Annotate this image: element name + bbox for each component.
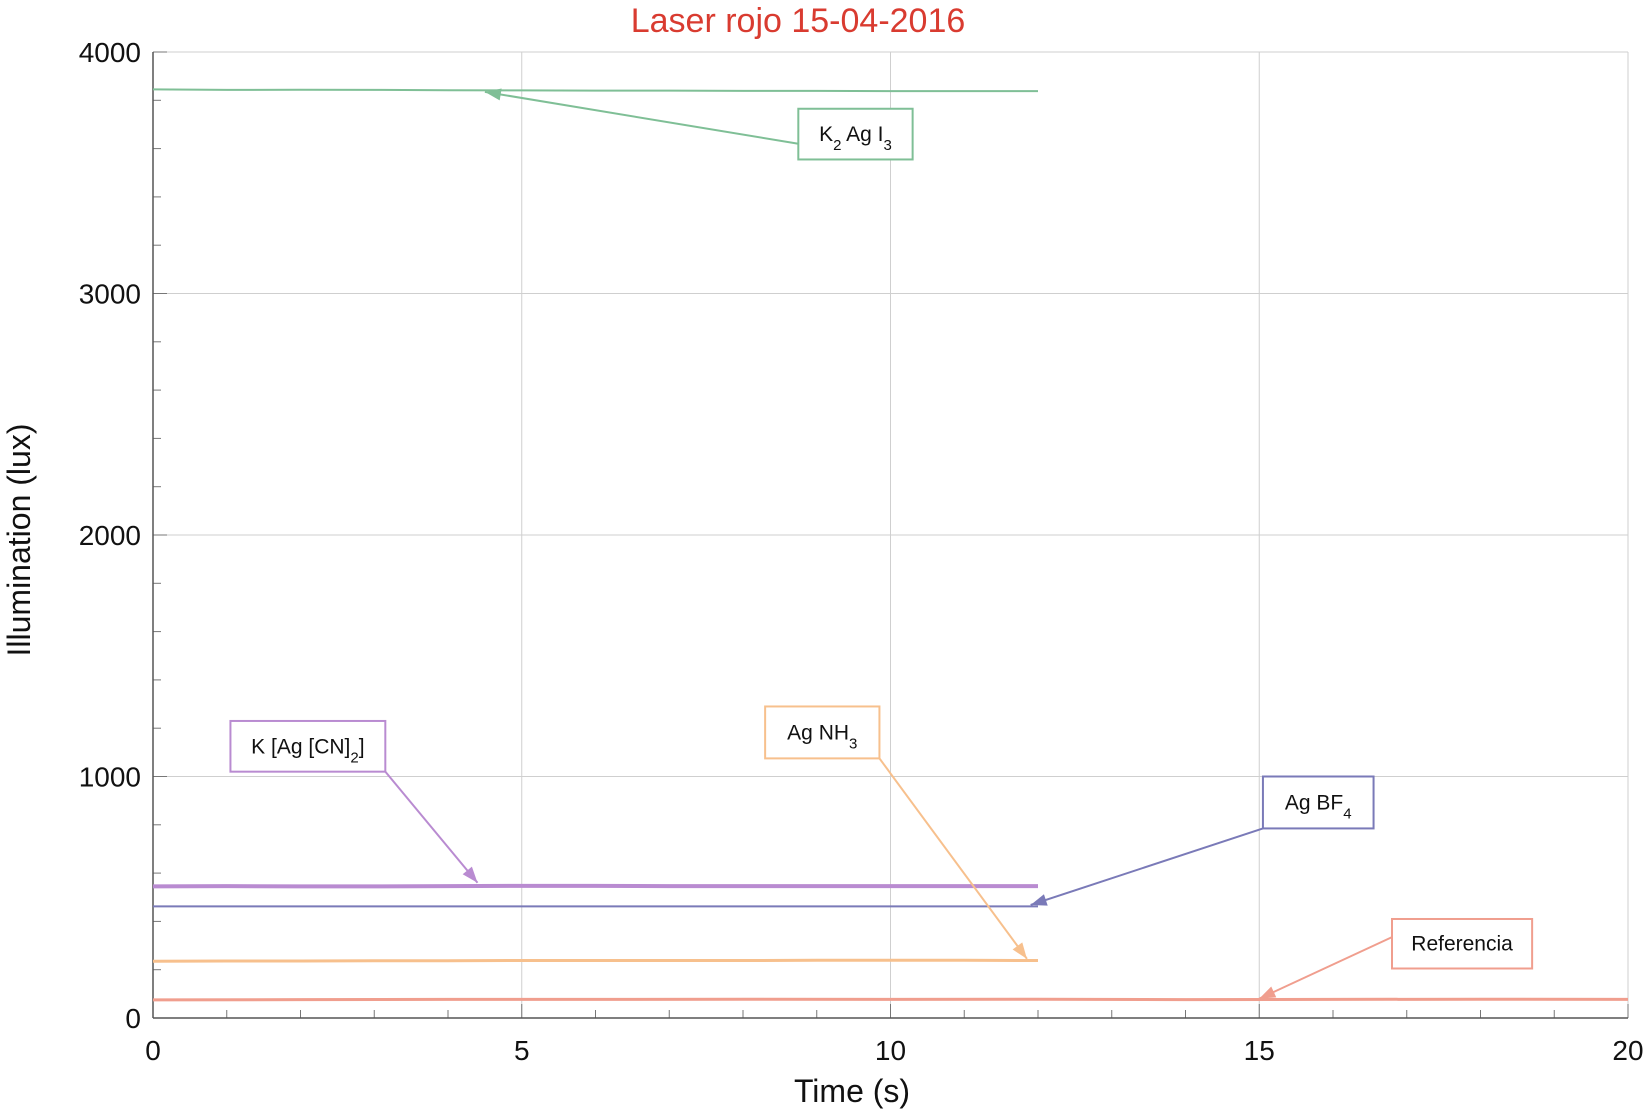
x-tick-label: 20 [1612, 1035, 1643, 1066]
annotations: K2 Ag I3 K [Ag [CN]2] Ag NH3 Ag BF4 Referenc… [229, 88, 1534, 1000]
annotation-label: Ag BF4 [1285, 791, 1352, 822]
annotation-label: Ag NH3 [787, 721, 857, 752]
annotation-referencia: Referencia [1258, 917, 1534, 1000]
annotation-arrow-line [1030, 827, 1264, 906]
annotation-label: Referencia [1411, 933, 1513, 956]
annotation-arrow-line [384, 771, 479, 884]
chart-title: Laser rojo 15-04-2016 [631, 2, 966, 40]
annotation-arrow-line [484, 90, 799, 145]
annotation-box [1391, 917, 1534, 970]
y-axis-label: Illumination (lux) [1, 424, 37, 657]
annotation-k2agi3: K2 Ag I3 [484, 88, 914, 161]
series-line-referencia [152, 997, 1629, 1002]
annotation-kagcn2: K [Ag [CN]2] [229, 719, 479, 884]
annotation-arrowhead [1259, 986, 1277, 999]
grid [153, 51, 1629, 1018]
annotation-label: K2 Ag I3 [819, 123, 892, 154]
x-tick-label: 5 [514, 1035, 530, 1066]
series-lines [152, 88, 1629, 1002]
annotation-label: K [Ag [CN]2] [251, 735, 364, 766]
y-tick-label: 0 [125, 1003, 141, 1034]
y-tick-label: 2000 [79, 520, 141, 551]
annotation-arrowhead [484, 88, 502, 101]
series-line-kagcn2 [152, 883, 1038, 889]
annotation-arrow-line [1258, 936, 1393, 1000]
y-tick-label: 3000 [79, 279, 141, 310]
annotation-arrowhead [1030, 894, 1048, 906]
x-tick-label: 15 [1244, 1035, 1275, 1066]
x-tick-label: 10 [875, 1035, 906, 1066]
y-tick-label: 1000 [79, 762, 141, 793]
x-axis-label: Time (s) [794, 1073, 910, 1109]
annotation-box [764, 705, 881, 760]
series-line-k2agi3 [152, 88, 1038, 93]
annotation-box [797, 107, 914, 161]
x-tick-label: 0 [145, 1035, 161, 1066]
series-line-agnh3 [152, 958, 1039, 963]
annotation-agbf4: Ag BF4 [1030, 775, 1375, 906]
y-tick-label: 4000 [79, 37, 141, 68]
annotation-arrow-line [878, 757, 1028, 960]
annotation-agnh3: Ag NH3 [764, 705, 1028, 960]
axes [152, 52, 1628, 1019]
annotation-arrowhead [462, 866, 478, 883]
tick-labels: 0 5 10 15 20 0 1000 2000 3000 4000 [79, 37, 1644, 1066]
annotation-box [1261, 775, 1375, 830]
annotation-arrowhead [1012, 942, 1027, 959]
minor-ticks [152, 51, 1629, 1019]
annotation-box [229, 719, 387, 773]
